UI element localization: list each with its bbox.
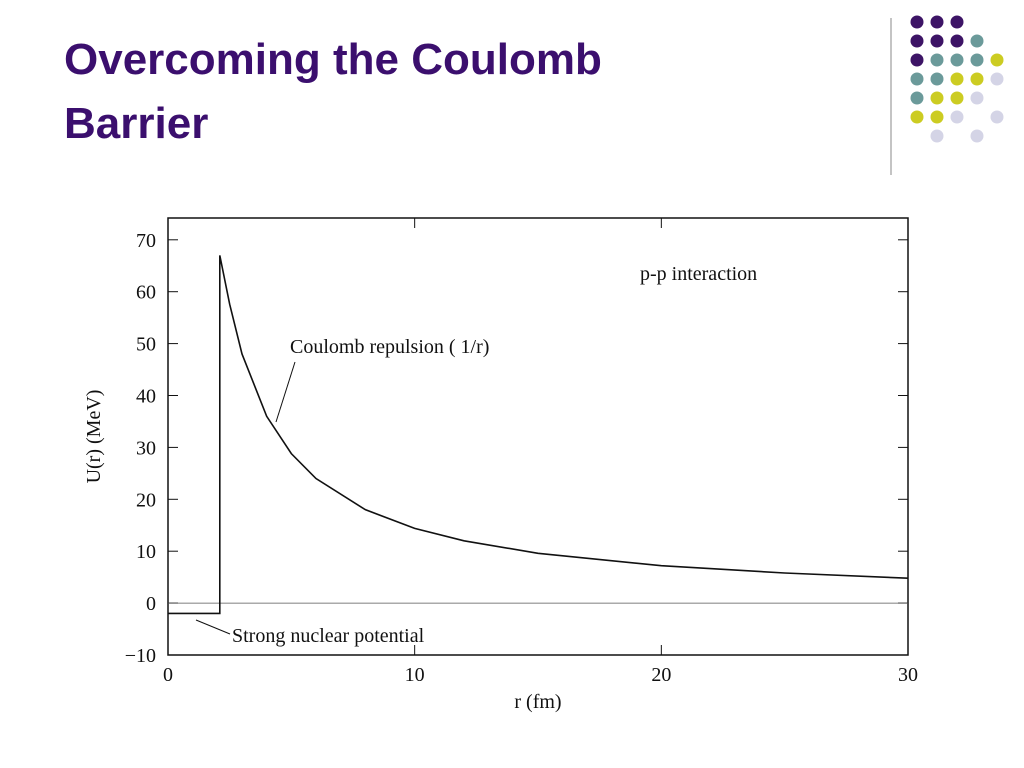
dot [910,34,924,48]
dot [970,72,984,86]
dot [930,34,944,48]
dot [970,91,984,105]
dot [930,91,944,105]
dot [990,110,1004,124]
dot [970,129,984,143]
dot [930,72,944,86]
x-tick-label: 30 [898,664,918,686]
y-tick-label: 0 [146,593,156,615]
y-tick-label: 50 [136,334,156,356]
dot [930,53,944,67]
y-tick-label: −10 [125,645,156,667]
chart: −10 0 10 20 30 40 50 60 70 0 10 20 30 r (fm) U(r) (MeV… [83,217,918,713]
dot [910,110,924,124]
dot [950,53,964,67]
dot [950,110,964,124]
dot [970,53,984,67]
y-axis-label: U(r) (MeV) [83,390,105,484]
y-tick-label: 20 [136,489,156,511]
dot [950,34,964,48]
dot [910,53,924,67]
y-tick-label: 30 [136,437,156,459]
slide-title: Overcoming the Coulomb Barrier [64,35,614,148]
dot [930,129,944,143]
annotation: Coulomb repulsion ( 1/r) [290,336,489,358]
line [168,255,909,615]
y-tick-label: 60 [136,282,156,304]
dot [950,91,964,105]
annotation: Strong nuclear potential [232,625,425,647]
dot [990,53,1004,67]
annotation: p-p interaction [640,263,757,285]
decoration-dots [910,15,1004,143]
plot-frame [167,217,909,656]
title-line: Barrier [64,99,208,148]
x-tick-label: 20 [651,664,671,686]
dot [910,72,924,86]
leader-line [195,619,231,635]
title-line: Overcoming the Coulomb [64,35,602,84]
y-tick-label: 10 [136,541,156,563]
y-tick-label: 70 [136,230,156,252]
dot [990,72,1004,86]
dot [930,110,944,124]
dot [950,15,964,29]
dot [910,15,924,29]
leader-line [275,361,296,423]
x-tick-label: 10 [405,664,425,686]
dot [930,15,944,29]
x-axis-label: r (fm) [514,691,561,713]
x-tick-label: 0 [163,664,173,686]
dot [910,91,924,105]
dot [970,34,984,48]
y-tick-label: 40 [136,385,156,407]
dot [950,72,964,86]
